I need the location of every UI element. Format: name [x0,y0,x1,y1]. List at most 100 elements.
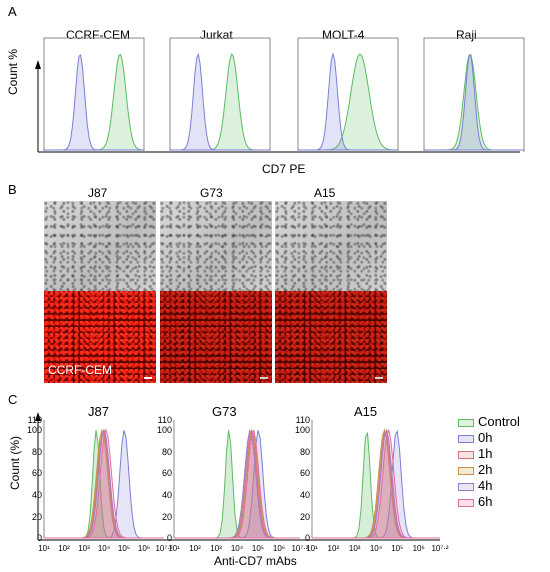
scale-bar [260,377,268,379]
panel-b-col-1: J87 [88,186,108,200]
panel-c-x-tick: 10⁷·² [431,544,448,553]
panel-c-y-tick: 110 [158,415,172,425]
brightfield-image-3 [275,201,387,293]
panel-a-stained-histogram [298,53,398,151]
legend-label: Control [478,414,520,429]
panel-c-y-tick: 100 [27,425,42,435]
brightfield-image-2 [160,201,272,293]
panel-c-timepoint-histogram [174,429,300,539]
panel-c-x-tick: 10⁴ [370,544,383,553]
panel-b-col-2: G73 [200,186,223,200]
legend-label: 1h [478,446,493,461]
panel-c-x-tick: 10¹ [38,544,50,553]
panel-a-stained-histogram [44,53,145,151]
panel-c-y-tick: 40 [162,490,172,500]
panel-a-control-histogram [298,52,398,151]
panel-c-timepoint-histogram [312,428,440,539]
legend-swatch [458,499,474,507]
panel-c-timepoint-histogram [174,429,300,539]
panel-c-title-2: G73 [212,404,237,419]
panel-b-col-3: A15 [314,186,336,200]
panel-c-x-tick: 10² [189,544,201,553]
panel-b: J87 G73 A15 CCRF-CEM [0,180,550,390]
panel-c-y-tick: 80 [300,447,310,457]
panel-c-timepoint-histogram [174,428,300,539]
panel-c-y-tick: 110 [296,415,310,425]
panel-c-title-1: J87 [88,404,109,419]
fluorescence-image-2 [160,291,272,383]
panel-a-control-histogram [44,54,144,151]
scale-bar [375,377,383,379]
panel-c-x-tick: 10² [58,544,70,553]
panel-c-y-tick: 0 [305,533,310,543]
panel-a-y-arrow [35,60,41,69]
panel-c-y-tick: 20 [300,512,310,522]
panel-c-y-tick: 100 [157,425,172,435]
panel-a-subplot-frame [169,37,271,152]
panel-c-x-tick: 10³ [210,544,222,553]
panel-c-x-tick: 10⁷·² [291,544,308,553]
panel-a: Count % CD7 PE CCRF-CEM Jurkat MOLT-4 Ra… [0,0,550,180]
legend-swatch [458,467,474,475]
panel-c-timepoint-histogram [174,430,300,539]
legend-label: 0h [478,430,493,445]
panel-c-x-tick: 10³ [78,544,90,553]
panel-a-control-histogram [424,54,524,151]
panel-c: Count (%) Anti-CD7 mAbs J87 G73 A15 Cont… [0,390,550,572]
legend-label: 4h [478,478,493,493]
legend-swatch [458,419,474,427]
legend-label: 6h [478,494,493,509]
panel-c-y-tick: 110 [28,415,42,425]
panel-c-x-tick: 10³ [349,544,361,553]
panel-c-title-3: A15 [354,404,378,419]
panel-c-y-arrow [35,412,41,421]
panel-c-x-tick: 10¹ [168,544,180,553]
legend-swatch [458,435,474,443]
panel-c-x-tick: 10¹ [306,544,318,553]
panel-c-x-label: Anti-CD7 mAbs [214,554,297,568]
panel-a-stained-histogram [170,53,270,151]
panel-a-svg [35,37,525,153]
panel-c-x-tick: 10⁵ [391,544,403,553]
panel-c-y-tick: 60 [32,468,42,478]
fluorescence-image-1: CCRF-CEM [44,291,156,383]
panel-c-y-tick: 40 [32,490,42,500]
panel-label-c: C [8,392,18,407]
panel-c-x-tick: 10⁶ [138,544,150,553]
panel-c-control-histogram [174,430,300,539]
panel-c-x-tick: 10⁴ [98,544,111,553]
panel-a-subplot-frame [423,37,525,152]
panel-c-y-tick: 20 [32,512,42,522]
legend-swatch [458,451,474,459]
fluorescence-image-3 [275,291,387,383]
scale-bar [144,377,152,379]
panel-c-x-tick: 10⁴ [231,544,244,553]
panel-c-x-tick: 10⁶ [413,544,425,553]
legend: Control 0h 1h 2h 4h 6h [454,414,550,514]
panel-c-y-tick: 80 [32,447,42,457]
panel-a-subplot-frame [297,37,399,152]
panel-c-y-tick: 80 [162,447,172,457]
panel-c-y-tick: 100 [295,425,310,435]
panel-c-x-tick: 10⁶ [273,544,285,553]
panel-c-x-tick: 10⁵ [252,544,264,553]
panel-label-b: B [8,182,17,197]
panel-c-y-tick: 60 [162,468,172,478]
panel-c-timepoint-histogram [174,429,300,539]
panel-c-x-tick: 10⁷·² [155,544,172,553]
panel-c-y-tick: 0 [37,533,42,543]
brightfield-image-1 [44,201,156,293]
panel-c-y-tick: 0 [167,533,172,543]
legend-label: 2h [478,462,493,477]
panel-c-y-tick: 40 [300,490,310,500]
legend-swatch [458,483,474,491]
panel-c-x-tick: 10² [328,544,340,553]
panel-c-x-tick: 10⁵ [118,544,130,553]
panel-a-control-histogram [170,52,270,151]
panel-c-timepoint-histogram [44,428,164,539]
panel-c-timepoint-histogram [312,428,440,539]
panel-c-y-tick: 20 [162,512,172,522]
panel-c-y-tick: 60 [300,468,310,478]
panel-label-a: A [8,4,17,19]
fluorescence-overlay-label: CCRF-CEM [48,363,112,377]
